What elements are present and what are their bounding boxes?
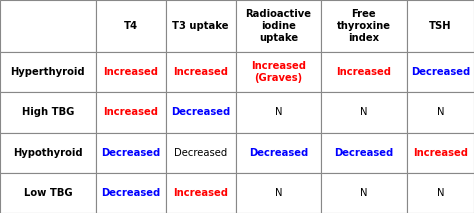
Bar bbox=[0, 52, 96, 92]
Text: T4: T4 bbox=[124, 21, 138, 31]
Text: Increased: Increased bbox=[173, 188, 228, 198]
Text: N: N bbox=[275, 188, 282, 198]
Text: Decreased: Decreased bbox=[101, 148, 160, 158]
Bar bbox=[166, 52, 236, 92]
Bar bbox=[166, 0, 236, 52]
Text: N: N bbox=[437, 108, 444, 118]
Bar bbox=[407, 92, 474, 133]
Bar bbox=[407, 173, 474, 213]
Text: Increased: Increased bbox=[103, 67, 158, 77]
Text: TSH: TSH bbox=[429, 21, 452, 31]
Bar bbox=[321, 52, 407, 92]
Text: Decreased: Decreased bbox=[410, 67, 470, 77]
Bar bbox=[321, 0, 407, 52]
Text: N: N bbox=[275, 108, 282, 118]
Bar bbox=[96, 133, 166, 173]
Bar bbox=[0, 0, 96, 52]
Bar bbox=[321, 133, 407, 173]
Bar bbox=[0, 133, 96, 173]
Bar bbox=[236, 92, 321, 133]
Text: T3 uptake: T3 uptake bbox=[173, 21, 229, 31]
Bar bbox=[166, 173, 236, 213]
Bar bbox=[321, 92, 407, 133]
Text: Low TBG: Low TBG bbox=[24, 188, 72, 198]
Bar bbox=[236, 52, 321, 92]
Bar bbox=[407, 0, 474, 52]
Text: Radioactive
iodine
uptake: Radioactive iodine uptake bbox=[246, 9, 311, 43]
Text: N: N bbox=[360, 188, 368, 198]
Bar bbox=[407, 133, 474, 173]
Bar bbox=[0, 92, 96, 133]
Bar bbox=[96, 0, 166, 52]
Bar bbox=[236, 173, 321, 213]
Bar bbox=[96, 52, 166, 92]
Text: Increased: Increased bbox=[413, 148, 468, 158]
Text: Hyperthyroid: Hyperthyroid bbox=[10, 67, 85, 77]
Bar bbox=[96, 92, 166, 133]
Text: Increased: Increased bbox=[337, 67, 392, 77]
Text: Decreased: Decreased bbox=[174, 148, 228, 158]
Bar bbox=[407, 52, 474, 92]
Text: Hypothyroid: Hypothyroid bbox=[13, 148, 83, 158]
Text: Decreased: Decreased bbox=[101, 188, 160, 198]
Text: Increased: Increased bbox=[173, 67, 228, 77]
Bar bbox=[0, 173, 96, 213]
Text: Increased: Increased bbox=[103, 108, 158, 118]
Bar bbox=[166, 92, 236, 133]
Text: N: N bbox=[360, 108, 368, 118]
Bar bbox=[236, 0, 321, 52]
Bar bbox=[166, 133, 236, 173]
Text: Decreased: Decreased bbox=[249, 148, 308, 158]
Text: Increased
(Graves): Increased (Graves) bbox=[251, 61, 306, 83]
Text: Free
thyroxine
index: Free thyroxine index bbox=[337, 9, 391, 43]
Bar bbox=[321, 173, 407, 213]
Text: High TBG: High TBG bbox=[22, 108, 74, 118]
Bar bbox=[96, 173, 166, 213]
Text: N: N bbox=[437, 188, 444, 198]
Bar bbox=[236, 133, 321, 173]
Text: Decreased: Decreased bbox=[171, 108, 230, 118]
Text: Decreased: Decreased bbox=[334, 148, 393, 158]
